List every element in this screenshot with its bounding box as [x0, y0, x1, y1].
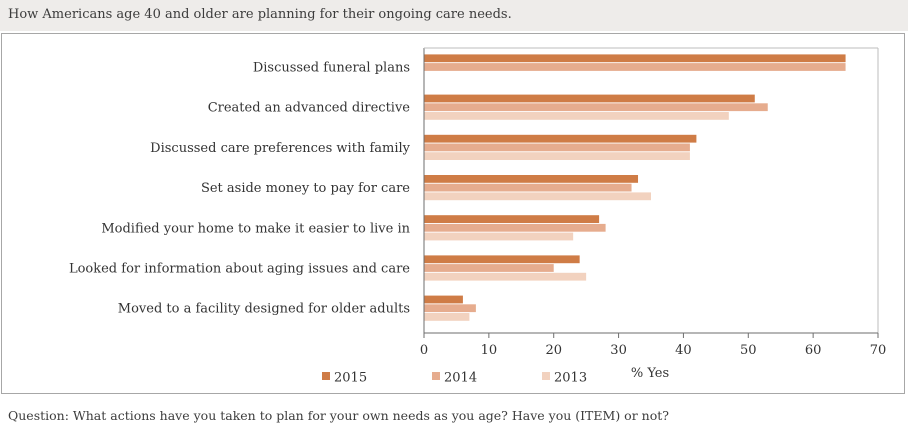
category-label: Discussed funeral plans: [253, 61, 410, 76]
bar-2014: [424, 223, 606, 232]
bar-2015: [424, 255, 580, 264]
chart-title: How Americans age 40 and older are plann…: [8, 7, 512, 22]
bar-2015: [424, 175, 639, 183]
category-label: Modified your home to make it easier to …: [101, 221, 410, 236]
category-label: Created an advanced directive: [208, 101, 411, 116]
x-tick-label: 40: [675, 343, 692, 358]
bar-2014: [424, 264, 554, 272]
legend-swatch-2014: [432, 372, 440, 380]
bar-2014: [424, 103, 768, 112]
bar-2014: [424, 63, 846, 71]
legend-swatch-2013: [542, 372, 550, 380]
bar-2013: [424, 152, 690, 160]
bar-2013: [424, 313, 470, 321]
bar-2013: [424, 272, 587, 281]
category-label: Set aside money to pay for care: [201, 181, 410, 196]
bar-2015: [424, 215, 600, 223]
x-tick-label: 30: [610, 343, 627, 358]
bar-2015: [424, 134, 697, 143]
bar-2013: [424, 192, 651, 201]
bar-2014: [424, 183, 632, 192]
bar-2013: [424, 112, 729, 120]
x-tick-label: 60: [805, 343, 822, 358]
x-tick-label: 20: [545, 343, 562, 358]
bar-2013: [424, 232, 574, 241]
category-label: Moved to a facility designed for older a…: [118, 302, 410, 317]
legend-label-2014: 2014: [444, 371, 477, 386]
bar-2015: [424, 94, 755, 103]
bar-2014: [424, 304, 476, 313]
title-bar: How Americans age 40 and older are plann…: [0, 0, 908, 31]
bar-2015: [424, 54, 846, 63]
chart-frame: [1, 33, 905, 394]
x-tick-label: 70: [870, 343, 887, 358]
x-tick-label: 50: [740, 343, 757, 358]
x-axis-title: % Yes: [631, 366, 669, 381]
x-tick-label: 0: [420, 343, 428, 358]
category-label: Discussed care preferences with family: [150, 141, 410, 156]
legend-label-2015: 2015: [334, 371, 367, 386]
legend-label-2013: 2013: [554, 371, 587, 386]
question-footnote: Question: What actions have you taken to…: [8, 408, 669, 423]
x-tick-label: 10: [481, 343, 498, 358]
bar-2015: [424, 295, 463, 304]
category-label: Looked for information about aging issue…: [69, 262, 410, 277]
bar-2014: [424, 143, 690, 152]
legend-swatch-2015: [322, 372, 330, 380]
